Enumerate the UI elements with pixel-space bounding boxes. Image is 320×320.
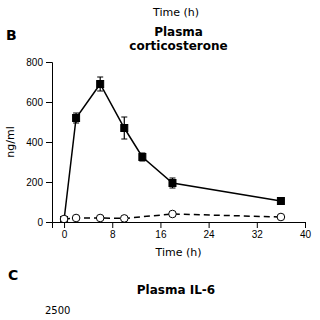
point <box>120 215 128 222</box>
y-tick-mark <box>46 102 52 103</box>
line <box>64 84 281 220</box>
top-strip-label: Time (h) <box>152 6 199 19</box>
plot: 08162432400200400600800 <box>26 57 311 240</box>
x-tick: 8 <box>110 222 116 240</box>
point <box>121 125 128 132</box>
x-tick: 40 <box>300 222 312 240</box>
panel-title: Plasma IL-6 <box>137 283 215 297</box>
x-tick-label: 24 <box>204 229 216 240</box>
x-tick: 24 <box>204 222 216 240</box>
panel-label: C <box>8 267 18 283</box>
y-axis-line <box>46 63 53 223</box>
y-tick: 0 <box>37 217 52 228</box>
error-bar <box>278 198 284 204</box>
y-tick-label: 200 <box>26 177 43 188</box>
x-tick-mark <box>160 222 161 228</box>
point <box>169 210 177 218</box>
y-tick: 400 <box>26 137 52 148</box>
error-bar <box>97 77 103 91</box>
point <box>169 180 176 187</box>
panel-label: B <box>6 27 17 43</box>
panel-tick-label: 2500 <box>45 305 70 316</box>
x-tick-label: 16 <box>155 229 167 240</box>
series <box>61 77 285 222</box>
x-tick-mark <box>257 222 258 228</box>
x-tick-label: 0 <box>62 229 68 240</box>
x-axis-line <box>53 223 306 229</box>
error-bar <box>121 117 127 139</box>
y-tick-label: 400 <box>26 137 43 148</box>
x-tick-mark <box>64 222 65 228</box>
point <box>97 81 104 88</box>
x-tick-label: 32 <box>252 229 264 240</box>
y-axis: 0 200 400 600 800 <box>26 57 52 228</box>
title: Plasma <box>154 25 203 39</box>
y-tick-label: 800 <box>26 57 43 68</box>
x-tick-label: 8 <box>110 229 116 240</box>
y-tick-mark <box>46 62 52 63</box>
point <box>60 215 68 222</box>
y-tick-mark <box>46 182 52 183</box>
x-tick: 16 <box>155 222 167 240</box>
series <box>60 210 284 222</box>
x-tick-label: 40 <box>300 229 312 240</box>
chart: 08162432400200400600800Plasmacorticoster… <box>0 0 320 320</box>
point <box>277 198 284 205</box>
y-tick: 600 <box>26 97 52 108</box>
x-tick-mark <box>209 222 210 228</box>
error-bar <box>169 178 175 188</box>
x-axis-title: Time (h) <box>155 246 202 259</box>
point <box>96 214 104 222</box>
y-tick-mark <box>46 142 52 143</box>
x-tick: 32 <box>252 222 264 240</box>
y-tick-label: 600 <box>26 97 43 108</box>
x-tick-mark <box>112 222 113 228</box>
y-axis-title: ng/ml <box>4 126 17 157</box>
y-tick-mark <box>46 222 52 223</box>
error-bar <box>139 153 145 161</box>
title: corticosterone <box>129 39 227 53</box>
point <box>277 213 285 221</box>
y-tick: 800 <box>26 57 52 68</box>
y-tick-label: 0 <box>37 217 43 228</box>
x-axis: 0 8 16 24 32 40 <box>53 222 312 240</box>
marks <box>60 77 284 222</box>
point <box>73 115 80 122</box>
x-tick: 0 <box>62 222 68 240</box>
x-tick-mark <box>305 222 306 228</box>
y-tick: 200 <box>26 177 52 188</box>
point <box>139 154 146 161</box>
error-bar <box>73 113 79 123</box>
point <box>72 214 80 222</box>
